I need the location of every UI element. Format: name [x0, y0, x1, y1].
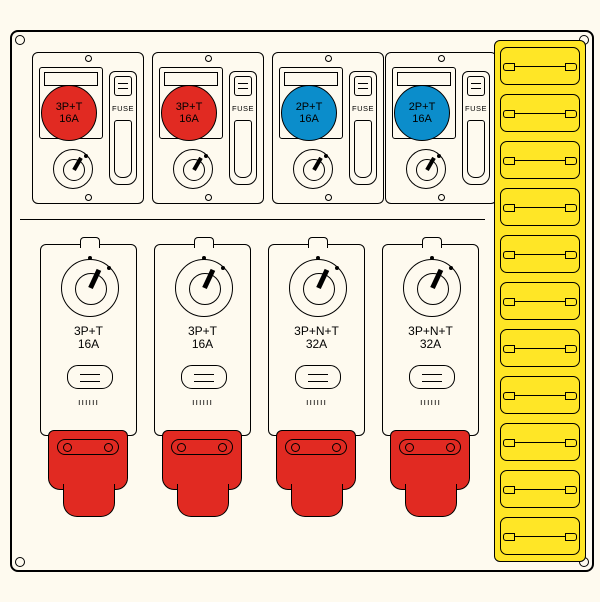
fuse-label: FUSE	[463, 104, 489, 113]
socket-housing: 3P+N+T 32A ıııııı	[268, 244, 365, 436]
socket-rating-label: 3P+T 16A	[42, 101, 96, 125]
status-window	[409, 365, 455, 389]
socket-rating-label: 3P+N+T 32A	[383, 325, 478, 351]
grip-ridges: ıııııı	[69, 397, 109, 407]
din-slot	[500, 282, 580, 320]
grip-ridges: ıııııı	[297, 397, 337, 407]
status-window	[67, 365, 113, 389]
screw-hole	[438, 55, 445, 62]
socket-outlet	[276, 430, 356, 502]
socket-cap: 2P+T 16A	[281, 85, 337, 141]
socket-outlet	[48, 430, 128, 502]
socket-rating-label: 3P+T 16A	[41, 325, 136, 351]
interlocked-socket: 3P+T 16A ıııııı	[154, 244, 249, 436]
top-outlet: 2P+T 16A FUSE	[272, 52, 384, 204]
fuse-holder: FUSE	[109, 71, 137, 185]
status-window	[295, 365, 341, 389]
top-outlet: 3P+T 16A FUSE	[32, 52, 144, 204]
socket-rating-label: 2P+T 16A	[282, 101, 336, 125]
distribution-panel: 3P+T 16A FUSE 3P+T 16A FUSE	[10, 30, 594, 572]
interlocked-socket: 3P+N+T 32A ıııııı	[382, 244, 477, 436]
din-slot	[500, 376, 580, 414]
socket-housing: 3P+N+T 32A ıııııı	[382, 244, 479, 436]
screw-hole	[325, 194, 332, 201]
interlocked-socket: 3P+N+T 32A ıııııı	[268, 244, 363, 436]
din-slot	[500, 141, 580, 179]
socket-outlet	[162, 430, 242, 502]
rotary-switch[interactable]	[53, 149, 93, 189]
top-outlet: 3P+T 16A FUSE	[152, 52, 264, 204]
socket-cap: 2P+T 16A	[394, 85, 450, 141]
din-slot	[500, 188, 580, 226]
top-outlet: 2P+T 16A FUSE	[385, 52, 497, 204]
socket-rating-label: 2P+T 16A	[395, 101, 449, 125]
rotary-switch[interactable]	[289, 259, 347, 317]
screw-hole	[85, 55, 92, 62]
corner-hole	[15, 557, 25, 567]
screw-hole	[205, 194, 212, 201]
socket-rating-label: 3P+T 16A	[155, 325, 250, 351]
socket-rating-label: 3P+T 16A	[162, 101, 216, 125]
socket-housing: 3P+T 16A ıııııı	[40, 244, 137, 436]
rotary-switch[interactable]	[173, 149, 213, 189]
socket-outlet	[390, 430, 470, 502]
screw-hole	[325, 55, 332, 62]
grip-ridges: ıııııı	[183, 397, 223, 407]
interlocked-socket: 3P+T 16A ıııııı	[40, 244, 135, 436]
rotary-switch[interactable]	[175, 259, 233, 317]
din-slot	[500, 517, 580, 555]
panel-divider	[20, 219, 485, 220]
grip-ridges: ıııııı	[411, 397, 451, 407]
socket-housing: 3P+T 16A ıııııı	[154, 244, 251, 436]
fuse-holder: FUSE	[462, 71, 490, 185]
rotary-switch[interactable]	[61, 259, 119, 317]
din-slot	[500, 94, 580, 132]
fuse-label: FUSE	[230, 104, 256, 113]
corner-hole	[15, 35, 25, 45]
socket-cap: 3P+T 16A	[41, 85, 97, 141]
socket-cap: 3P+T 16A	[161, 85, 217, 141]
rotary-switch[interactable]	[403, 259, 461, 317]
socket-rating-label: 3P+N+T 32A	[269, 325, 364, 351]
screw-hole	[438, 194, 445, 201]
din-slot	[500, 423, 580, 461]
screw-hole	[205, 55, 212, 62]
din-slot	[500, 329, 580, 367]
fuse-holder: FUSE	[229, 71, 257, 185]
status-window	[181, 365, 227, 389]
din-slot	[500, 47, 580, 85]
din-slot	[500, 235, 580, 273]
din-slot	[500, 470, 580, 508]
screw-hole	[85, 194, 92, 201]
fuse-label: FUSE	[110, 104, 136, 113]
fuse-holder: FUSE	[349, 71, 377, 185]
din-rail-strip	[494, 40, 586, 562]
fuse-label: FUSE	[350, 104, 376, 113]
rotary-switch[interactable]	[293, 149, 333, 189]
rotary-switch[interactable]	[406, 149, 446, 189]
